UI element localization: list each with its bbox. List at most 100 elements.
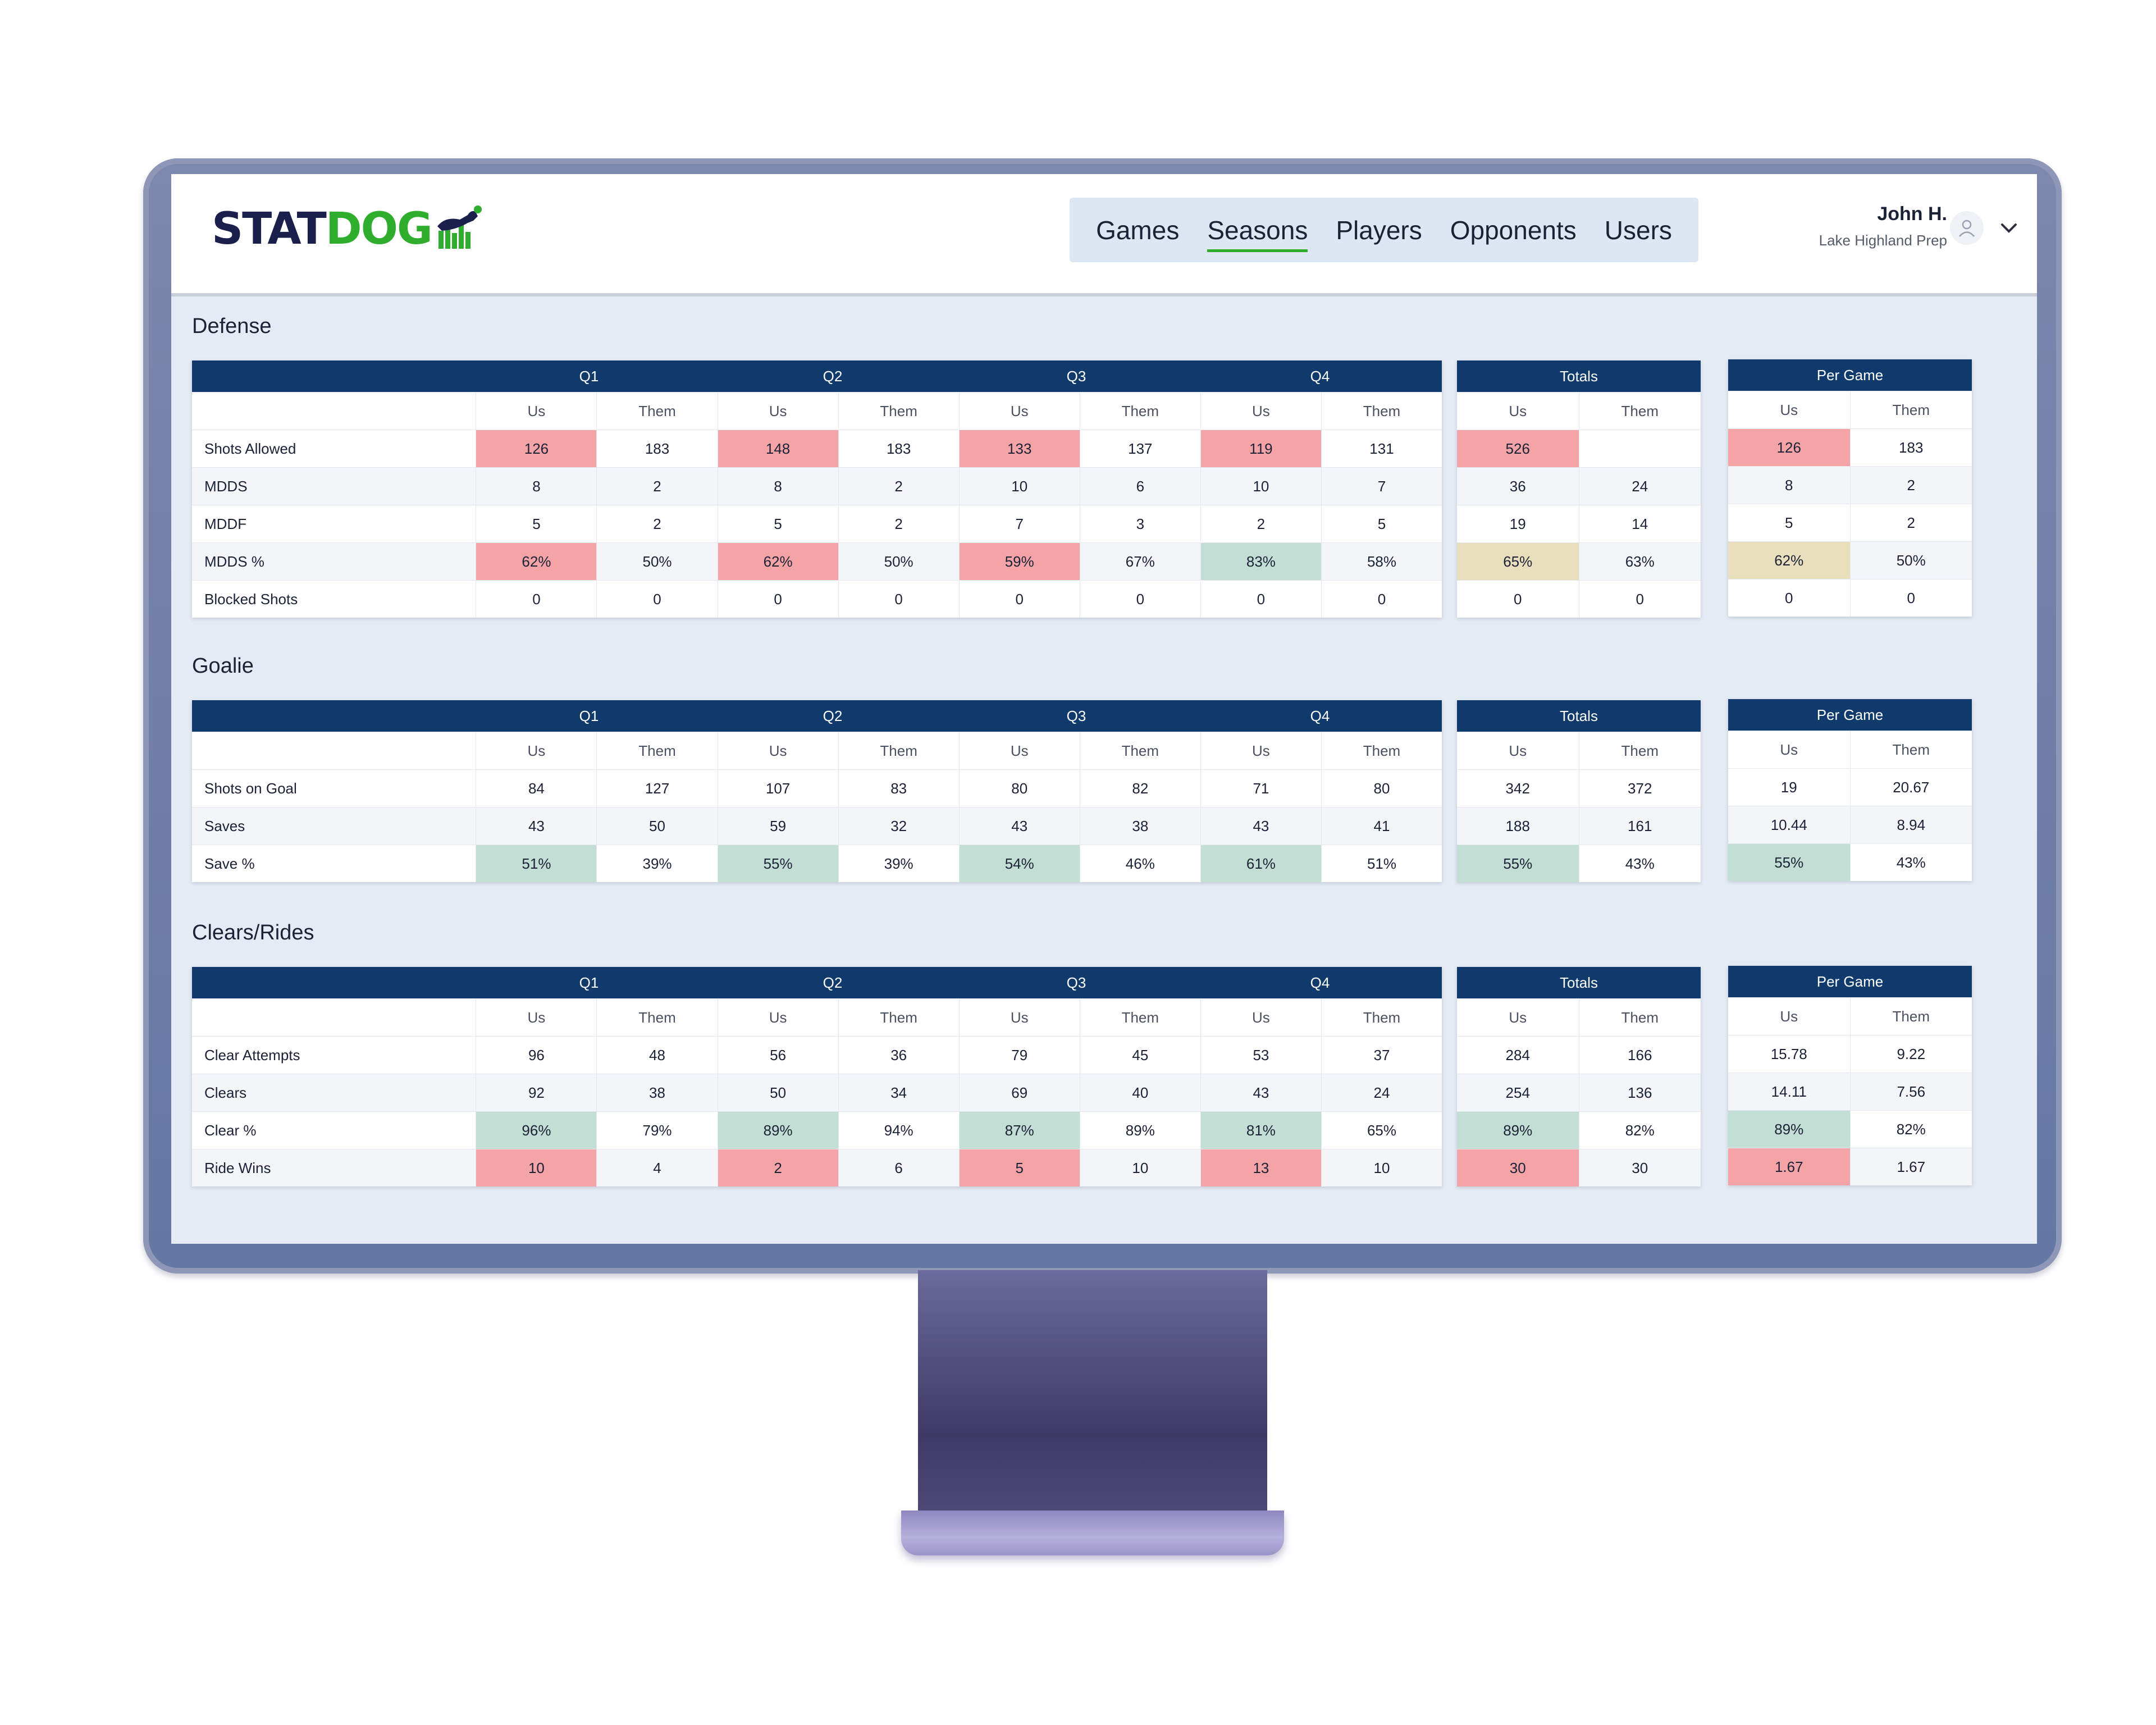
statdog-logo[interactable]: STAT DOG xyxy=(212,201,485,257)
stat-cell: 81% xyxy=(1200,1112,1321,1149)
subheader-them: Them xyxy=(596,999,717,1036)
subheader-them: Them xyxy=(596,393,717,430)
stat-cell: 38 xyxy=(1079,807,1200,845)
subheader-us: Us xyxy=(1509,742,1527,759)
table-row: 30 30 xyxy=(1457,1149,1701,1186)
stat-cell: 82% xyxy=(1578,1112,1701,1149)
stat-cell: 2 xyxy=(717,1149,838,1186)
per-game-table-title: Per Game xyxy=(1816,973,1884,990)
subheader-them: Them xyxy=(1079,393,1200,430)
stat-cell: 32 xyxy=(838,807,959,845)
nav-seasons[interactable]: Seasons xyxy=(1207,215,1308,252)
stat-cell: 62% xyxy=(476,543,597,580)
stat-cell: 43% xyxy=(1578,845,1701,882)
stat-cell: 55% xyxy=(717,845,838,882)
nav-players[interactable]: Players xyxy=(1336,215,1422,245)
stat-cell: 8 xyxy=(1785,476,1793,494)
stat-cell: 13 xyxy=(1200,1149,1321,1186)
stat-cell: 92 xyxy=(476,1074,596,1111)
nav-opponents[interactable]: Opponents xyxy=(1450,215,1577,245)
quarter-header: Q2 xyxy=(823,367,843,385)
row-label: Shots Allowed xyxy=(204,440,296,457)
stat-cell: 254 xyxy=(1505,1084,1530,1101)
table-row: 36 24 xyxy=(1457,467,1701,505)
stat-cell: 0 xyxy=(1849,579,1972,617)
stat-cell: 0 xyxy=(717,581,838,618)
stat-cell: 148 xyxy=(717,430,838,467)
nav-games[interactable]: Games xyxy=(1096,215,1180,245)
subheader-us: Us xyxy=(476,732,596,769)
subheader-us: Us xyxy=(1200,999,1321,1036)
stat-cell: 0 xyxy=(958,581,1080,618)
totals-table: Totals Us Them 526 36 24 19 14 65% 63% 0 0 xyxy=(1457,360,1701,618)
table-row: 62% 50% xyxy=(1728,541,1972,579)
subheader-us: Us xyxy=(958,393,1080,430)
stat-cell: 46% xyxy=(1079,845,1200,882)
table-row: MDDS % 62% 50% 62% 50% 59% 67% 83% 58% xyxy=(192,542,1442,580)
stat-cell: 30 xyxy=(1578,1149,1701,1186)
subheader-them: Them xyxy=(1079,732,1200,769)
row-label: Clears xyxy=(204,1084,247,1101)
subheader-row: Us Them xyxy=(1728,997,1972,1035)
stat-cell: 183 xyxy=(596,430,717,467)
subheader-us: Us xyxy=(476,999,596,1036)
section-title: Goalie xyxy=(192,654,254,678)
stat-cell: 71 xyxy=(1200,770,1321,807)
row-label: Ride Wins xyxy=(204,1159,271,1176)
subheader-row: Us Them Us Them Us Them Us Them xyxy=(192,732,1442,769)
quarter-header: Q4 xyxy=(1310,367,1330,385)
stat-cell: 0 xyxy=(596,581,717,618)
logo-text-stat: STAT xyxy=(212,204,327,254)
subheader-us: Us xyxy=(1509,402,1527,419)
stat-cell: 8 xyxy=(717,468,838,505)
stat-cell xyxy=(1578,430,1701,467)
stat-cell: 14 xyxy=(1578,505,1701,542)
subheader-them: Them xyxy=(838,732,959,769)
chevron-down-icon[interactable] xyxy=(1998,217,2020,239)
subheader-row: Us Them xyxy=(1728,391,1972,428)
table-row: 10.44 8.94 xyxy=(1728,806,1972,843)
stat-cell: 41 xyxy=(1321,807,1442,845)
stat-cell: 126 xyxy=(476,430,597,467)
stat-cell: 55% xyxy=(1728,844,1850,881)
stat-cell: 10.44 xyxy=(1770,816,1807,833)
stat-cell: 36 xyxy=(838,1037,959,1074)
stat-cell: 10 xyxy=(1079,1149,1200,1186)
stat-cell: 284 xyxy=(1505,1046,1530,1064)
table-row: Shots on Goal 84 127 107 83 80 82 71 80 xyxy=(192,769,1442,807)
stat-cell: 5 xyxy=(1321,505,1442,542)
dog-icon xyxy=(437,206,482,249)
quarter-header: Q2 xyxy=(823,974,843,991)
table-row: 89% 82% xyxy=(1457,1111,1701,1149)
stat-cell: 8 xyxy=(476,468,596,505)
quarter-header: Q4 xyxy=(1310,707,1330,724)
user-info[interactable]: John H. Lake Highland Prep xyxy=(1819,203,1947,249)
stat-cell: 5 xyxy=(958,1149,1080,1186)
subheader-us: Us xyxy=(1780,401,1798,418)
stat-cell: 10 xyxy=(1200,468,1321,505)
stat-cell: 96 xyxy=(476,1037,596,1074)
stat-cell: 43 xyxy=(1200,807,1321,845)
stat-cell: 20.67 xyxy=(1849,769,1972,806)
per-game-table-header: Per Game xyxy=(1728,966,1972,997)
quarter-header: Q1 xyxy=(579,707,599,724)
quarter-header: Q4 xyxy=(1310,974,1330,991)
stat-cell: 10 xyxy=(1321,1149,1442,1186)
subheader-us: Us xyxy=(958,732,1080,769)
stat-cell: 0 xyxy=(1578,581,1701,618)
subheader-them: Them xyxy=(1321,393,1442,430)
stat-cell: 8.94 xyxy=(1849,806,1972,843)
nav-users[interactable]: Users xyxy=(1604,215,1672,245)
subheader-them: Them xyxy=(1321,732,1442,769)
avatar-icon[interactable] xyxy=(1950,211,1984,245)
table-row: 19 20.67 xyxy=(1728,768,1972,806)
stat-cell: 69 xyxy=(958,1074,1080,1111)
stat-cell: 43 xyxy=(958,807,1080,845)
table-row: 526 xyxy=(1457,430,1701,467)
stat-cell: 50% xyxy=(1849,542,1972,579)
row-label: Shots on Goal xyxy=(204,779,297,797)
